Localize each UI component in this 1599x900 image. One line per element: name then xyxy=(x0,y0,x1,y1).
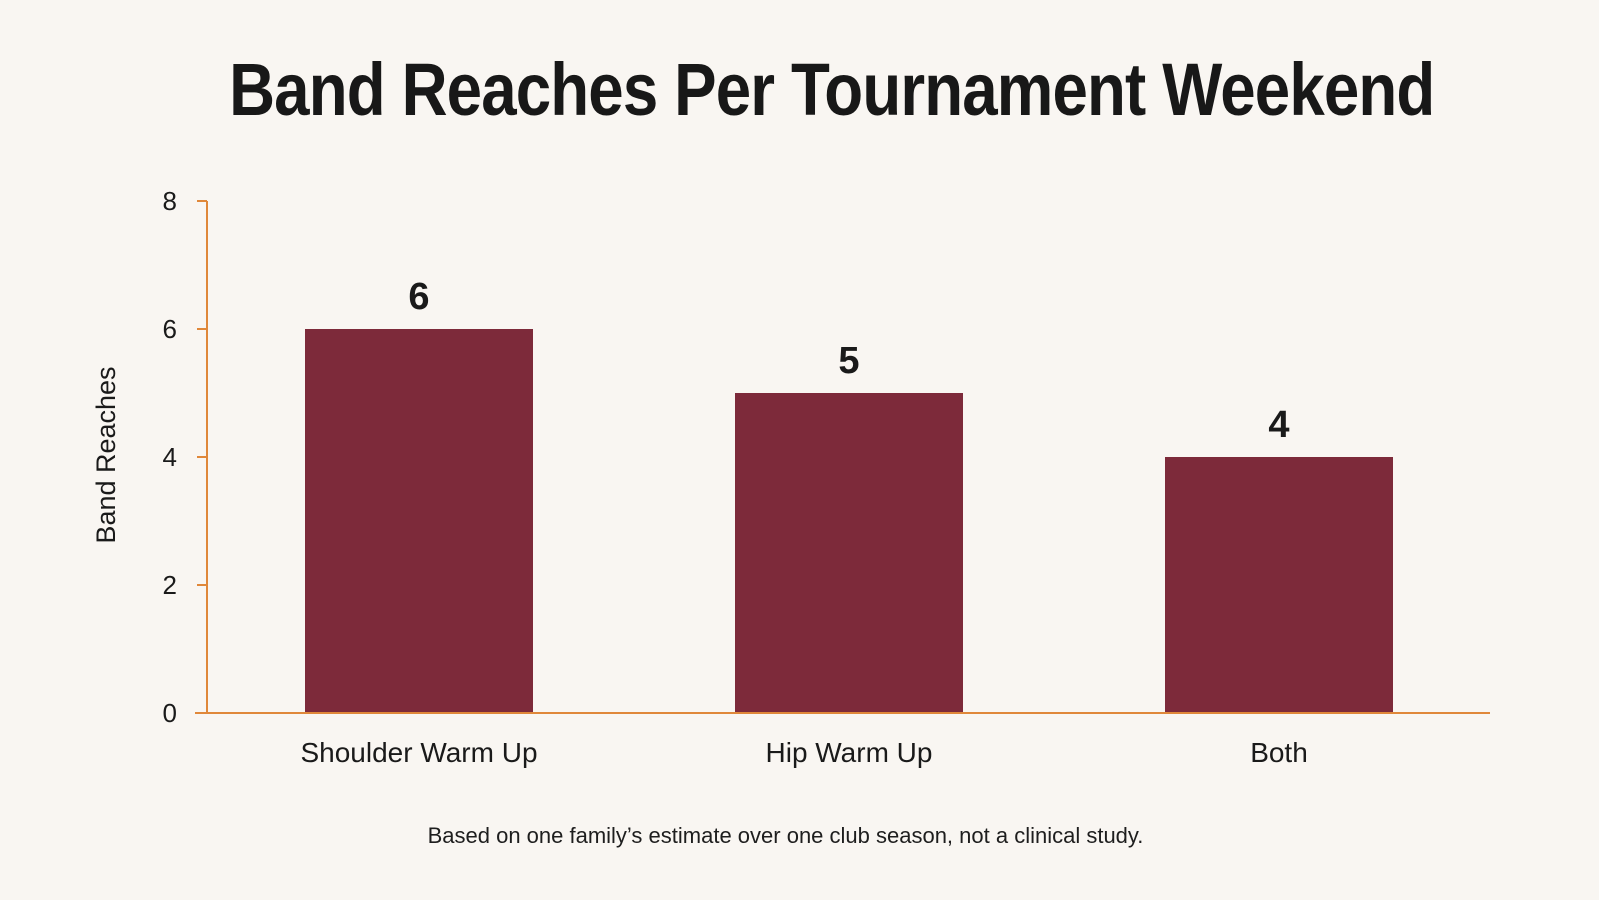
bar xyxy=(305,329,533,713)
value-labels: 6 5 4 xyxy=(408,276,1289,446)
bar xyxy=(735,393,963,713)
bar xyxy=(1165,457,1393,713)
y-axis: 0 2 4 6 8 xyxy=(163,186,208,728)
chart-title: Band Reaches Per Tournament Weekend xyxy=(229,48,1435,131)
y-axis-title: Band Reaches xyxy=(91,366,121,543)
y-tick-label: 4 xyxy=(163,442,177,472)
x-tick-label: Both xyxy=(1250,737,1308,768)
y-tick-label: 2 xyxy=(163,570,177,600)
y-tick-label: 0 xyxy=(163,698,177,728)
bar-value-label: 5 xyxy=(838,340,859,382)
x-axis: Shoulder Warm Up Hip Warm Up Both xyxy=(195,712,1490,768)
bar-value-label: 6 xyxy=(408,276,429,318)
footnote: Based on one family’s estimate over one … xyxy=(427,823,1144,848)
bars xyxy=(305,329,1393,713)
bar-value-label: 4 xyxy=(1268,404,1289,446)
x-tick-label: Hip Warm Up xyxy=(766,737,933,768)
y-tick-label: 6 xyxy=(163,314,177,344)
x-tick-label: Shoulder Warm Up xyxy=(300,737,537,768)
y-tick-label: 8 xyxy=(163,186,177,216)
